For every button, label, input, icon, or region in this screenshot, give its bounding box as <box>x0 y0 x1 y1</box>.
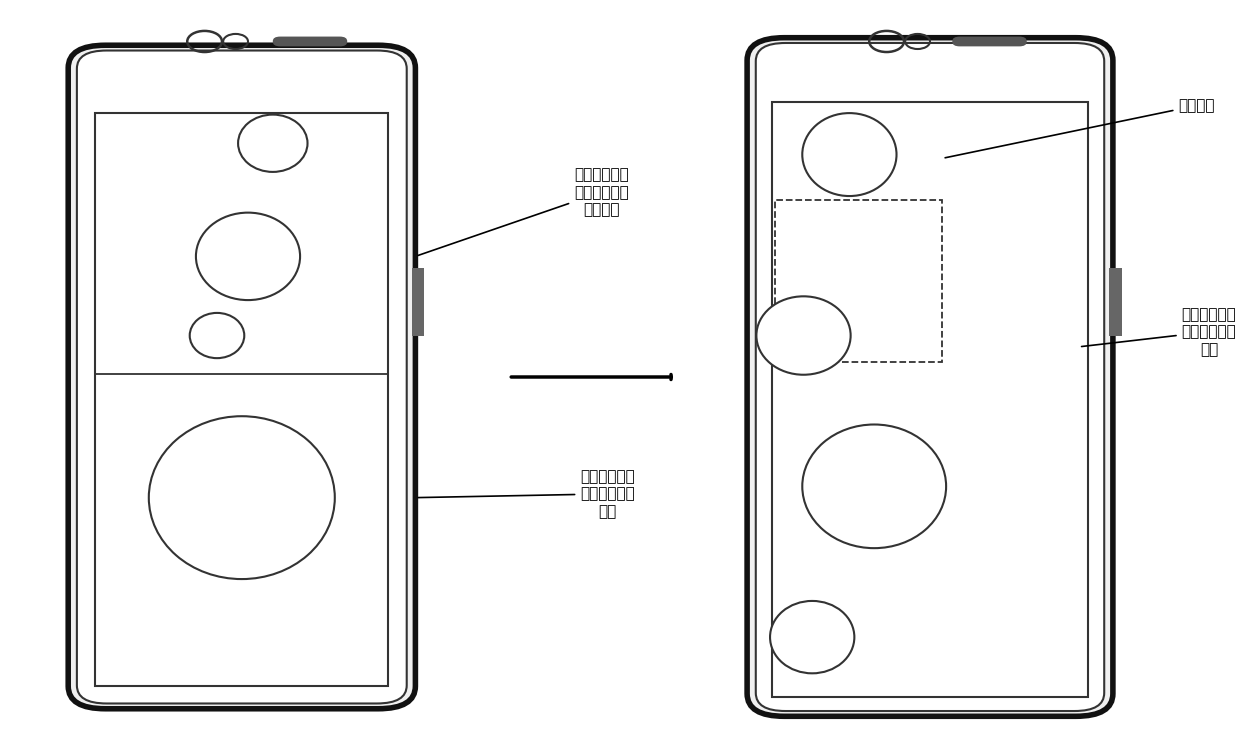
Ellipse shape <box>238 115 308 172</box>
Bar <box>1110 268 1122 336</box>
FancyBboxPatch shape <box>756 43 1105 711</box>
Bar <box>775 200 942 362</box>
Text: 第一应用程序
的待移除第一
显示界面: 第一应用程序 的待移除第一 显示界面 <box>418 167 629 256</box>
Ellipse shape <box>770 601 854 673</box>
Ellipse shape <box>802 113 897 196</box>
Text: 隐藏内容: 隐藏内容 <box>945 98 1215 158</box>
Text: 第二应用程序
的待移除显示
界面: 第二应用程序 的待移除显示 界面 <box>418 469 635 519</box>
FancyBboxPatch shape <box>746 38 1112 716</box>
Text: 第一应用程序
的待显示显示
界面: 第一应用程序 的待显示显示 界面 <box>1081 307 1236 357</box>
Ellipse shape <box>190 313 244 358</box>
Ellipse shape <box>149 416 335 579</box>
Ellipse shape <box>756 296 851 375</box>
Bar <box>771 102 1089 697</box>
Bar <box>95 113 388 686</box>
FancyBboxPatch shape <box>68 45 415 709</box>
FancyBboxPatch shape <box>77 51 407 703</box>
FancyBboxPatch shape <box>952 36 1027 47</box>
Ellipse shape <box>196 213 300 300</box>
Bar <box>412 268 424 336</box>
FancyBboxPatch shape <box>273 36 347 47</box>
Ellipse shape <box>802 425 946 548</box>
